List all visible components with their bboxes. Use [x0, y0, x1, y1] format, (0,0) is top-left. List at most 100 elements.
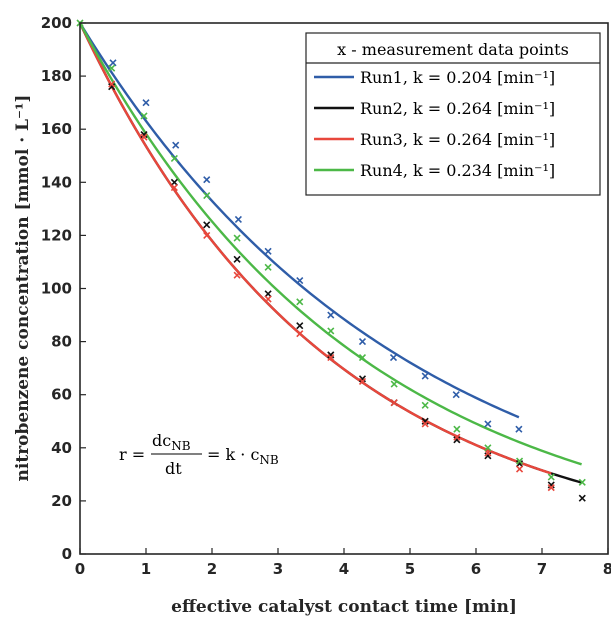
data-point-run2 [264, 290, 272, 298]
data-point-run1 [389, 353, 398, 362]
fit-lines [78, 22, 582, 484]
data-point-run1 [421, 372, 429, 380]
data-point-run1 [264, 247, 272, 255]
x-tick-label: 3 [273, 560, 283, 578]
y-tick-label: 100 [41, 280, 72, 298]
x-tick-label: 7 [537, 560, 547, 578]
data-point-run2 [421, 417, 429, 425]
data-point-run3 [170, 184, 178, 192]
data-point-run3 [296, 330, 304, 338]
x-axis-label: effective catalyst contact time [min] [171, 597, 517, 617]
data-point-run4 [233, 234, 241, 242]
data-point-run2 [578, 494, 586, 502]
data-point-run1 [172, 141, 180, 149]
data-point-run4 [108, 64, 116, 72]
fit-line-run1 [78, 22, 520, 419]
x-tick-label: 1 [141, 560, 151, 578]
data-point-run2 [484, 452, 492, 460]
y-tick-label: 60 [51, 386, 72, 404]
measurement-markers [76, 19, 586, 502]
data-point-run4 [170, 154, 178, 162]
data-point-run2 [170, 178, 178, 186]
data-point-run2 [233, 255, 241, 263]
data-point-run3 [264, 295, 272, 303]
data-point-run4 [264, 263, 272, 271]
legend-box [305, 32, 601, 196]
data-point-run1 [234, 215, 242, 224]
data-point-run4 [203, 192, 211, 200]
data-point-run1 [358, 338, 367, 346]
y-axis-label: nitrobenzene concentration [mmol · L⁻¹] [13, 95, 33, 482]
legend: x - measurement data points Run1, k = 0.… [305, 32, 601, 196]
data-point-run2 [515, 460, 524, 468]
data-point-run4 [484, 444, 492, 452]
equation-denominator: dt [165, 459, 182, 478]
data-point-run1 [142, 99, 150, 107]
data-point-run4 [140, 112, 148, 120]
x-tick-label: 4 [339, 560, 349, 578]
data-point-run4 [296, 298, 304, 306]
legend-label-run2: Run2, k = 0.264 [min⁻¹] [360, 99, 555, 118]
rate-equation: r = dcNB dt = k · cNB [119, 431, 279, 478]
fit-line-run3 [78, 22, 552, 475]
data-point-run4 [421, 401, 429, 409]
data-point-run1 [109, 59, 117, 67]
equation-numerator: dcNB [152, 431, 191, 453]
data-point-run4 [515, 457, 524, 465]
data-point-run3 [358, 377, 367, 385]
data-point-run4 [453, 425, 461, 433]
y-tick-label: 20 [51, 492, 72, 510]
equation-rhs: = k · cNB [207, 445, 279, 467]
data-point-run2 [108, 83, 116, 91]
data-point-run4 [578, 478, 586, 486]
x-tick-label: 5 [405, 560, 415, 578]
x-tick-label: 2 [207, 560, 217, 578]
data-point-run2 [140, 130, 148, 139]
equation-lhs: r = [119, 445, 145, 464]
data-point-run3 [547, 484, 555, 492]
y-tick-label: 200 [41, 14, 72, 32]
x-tick-label: 0 [75, 560, 85, 578]
data-point-run2 [327, 351, 335, 359]
y-tick-label: 120 [41, 226, 72, 244]
x-tick-label: 6 [471, 560, 481, 578]
legend-label-run1: Run1, k = 0.204 [min⁻¹] [360, 68, 555, 87]
data-point-run1 [296, 276, 304, 285]
data-point-run3 [140, 133, 148, 141]
data-point-run4 [358, 353, 367, 362]
fit-line-run4 [78, 22, 582, 466]
data-point-run3 [484, 449, 492, 457]
y-tick-label: 40 [51, 439, 72, 457]
data-point-run2 [547, 481, 555, 489]
data-point-run1 [327, 311, 335, 319]
legend-title: x - measurement data points [337, 40, 569, 59]
y-tick-label: 80 [51, 333, 72, 351]
data-point-run2 [203, 221, 211, 229]
legend-entries: Run1, k = 0.204 [min⁻¹] Run2, k = 0.264 [… [314, 68, 555, 180]
data-point-run2 [296, 322, 304, 330]
data-point-run3 [515, 465, 524, 473]
y-tick-label: 140 [41, 173, 72, 191]
y-axis-ticks: 0 20 40 60 80 100 120 140 160 180 200 [41, 14, 86, 563]
data-point-run1 [452, 391, 460, 399]
data-point-run1 [484, 420, 492, 428]
legend-label-run3: Run3, k = 0.264 [min⁻¹] [360, 130, 555, 149]
y-tick-label: 160 [41, 120, 72, 138]
data-point-run3 [453, 433, 461, 441]
data-point-run3 [421, 420, 429, 428]
data-point-run4 [390, 380, 398, 388]
x-tick-label: 8 [603, 560, 611, 578]
data-point-run3 [327, 353, 335, 362]
data-point-run2 [453, 436, 461, 444]
data-point-run3 [233, 271, 241, 279]
data-point-run3 [203, 231, 211, 239]
data-point-run1 [203, 176, 211, 184]
data-point-run2 [358, 375, 367, 383]
y-tick-label: 180 [41, 67, 72, 85]
legend-label-run4: Run4, k = 0.234 [min⁻¹] [360, 161, 555, 180]
data-point-run4 [327, 327, 335, 335]
y-tick-label: 0 [62, 545, 72, 563]
data-point-run1 [515, 425, 523, 433]
data-point-run3 [390, 399, 398, 407]
